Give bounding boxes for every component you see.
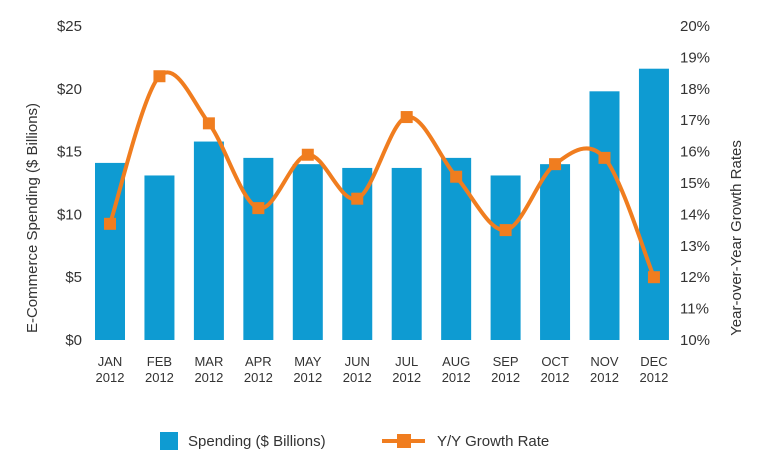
left-tick-label: $25 <box>57 18 82 35</box>
left-tick-label: $15 <box>57 144 82 161</box>
spending-bar <box>540 164 571 340</box>
right-tick-label: 17% <box>680 112 710 129</box>
right-axis-ticks: 10% 11% 12% 13% 14% 15% 16% 17% 18% 19% 20% <box>680 18 710 349</box>
x-tick-month: JUL <box>395 354 418 369</box>
spending-bar <box>391 167 422 340</box>
right-tick-label: 10% <box>680 332 710 349</box>
legend-line-label: Y/Y Growth Rate <box>437 433 549 450</box>
spending-bars <box>95 68 669 340</box>
x-tick-month: AUG <box>442 354 470 369</box>
left-tick-label: $0 <box>65 332 82 349</box>
x-tick-year: 2012 <box>491 370 520 385</box>
x-tick-year: 2012 <box>392 370 421 385</box>
spending-bar <box>441 157 472 340</box>
spending-bar <box>638 68 669 340</box>
spending-bar <box>193 141 224 340</box>
growth-point <box>647 271 660 284</box>
right-tick-label: 11% <box>680 301 709 318</box>
x-tick-year: 2012 <box>293 370 322 385</box>
x-tick-month: MAR <box>194 354 223 369</box>
x-tick-year: 2012 <box>442 370 471 385</box>
right-axis-label: Year-over-Year Growth Rates <box>728 140 745 336</box>
growth-point <box>450 170 463 183</box>
x-tick-month: JAN <box>98 354 123 369</box>
right-tick-label: 15% <box>680 175 710 192</box>
growth-point <box>301 148 314 161</box>
x-tick-month: FEB <box>147 354 172 369</box>
growth-point <box>598 151 611 164</box>
left-axis-ticks: $0 $5 $10 $15 $20 $25 <box>57 18 82 349</box>
growth-point <box>351 192 364 205</box>
x-tick-month: NOV <box>590 354 619 369</box>
x-tick-year: 2012 <box>590 370 619 385</box>
legend-bar-swatch <box>160 432 178 450</box>
left-axis-label: E-Commerce Spending ($ Billions) <box>24 103 41 333</box>
spending-bar <box>490 175 521 340</box>
x-tick-month: OCT <box>541 354 569 369</box>
x-tick-month: MAY <box>294 354 322 369</box>
x-tick-year: 2012 <box>96 370 125 385</box>
x-tick-year: 2012 <box>145 370 174 385</box>
left-tick-label: $5 <box>65 269 82 286</box>
x-axis-ticks: JAN2012FEB2012MAR2012APR2012MAY2012JUN20… <box>96 354 669 385</box>
x-tick-year: 2012 <box>639 370 668 385</box>
x-tick-year: 2012 <box>343 370 372 385</box>
spending-bar <box>144 175 175 340</box>
spending-bar <box>589 91 620 340</box>
growth-point <box>400 111 413 124</box>
left-tick-label: $20 <box>57 81 82 98</box>
right-tick-label: 13% <box>680 238 710 255</box>
x-tick-month: JUN <box>345 354 370 369</box>
right-tick-label: 20% <box>680 18 710 35</box>
growth-point <box>549 158 562 171</box>
x-tick-month: SEP <box>493 354 519 369</box>
left-tick-label: $10 <box>57 206 82 223</box>
growth-point <box>252 202 265 215</box>
x-tick-year: 2012 <box>244 370 273 385</box>
right-tick-label: 14% <box>680 206 710 223</box>
legend: Spending ($ Billions) Y/Y Growth Rate <box>160 432 549 450</box>
growth-line-path <box>108 70 656 278</box>
spending-bar <box>243 157 274 340</box>
growth-point <box>202 117 215 130</box>
x-tick-month: APR <box>245 354 272 369</box>
right-tick-label: 12% <box>680 269 710 286</box>
x-tick-month: DEC <box>640 354 667 369</box>
growth-point <box>104 217 116 230</box>
spending-bar <box>292 164 323 340</box>
x-tick-year: 2012 <box>541 370 570 385</box>
growth-point <box>499 224 512 237</box>
legend-line-marker <box>397 434 411 448</box>
legend-bar-label: Spending ($ Billions) <box>188 433 326 450</box>
right-tick-label: 19% <box>680 49 710 66</box>
x-tick-year: 2012 <box>194 370 223 385</box>
right-tick-label: 18% <box>680 81 710 98</box>
growth-point <box>153 70 166 83</box>
growth-line <box>104 70 660 284</box>
right-tick-label: 16% <box>680 144 710 161</box>
